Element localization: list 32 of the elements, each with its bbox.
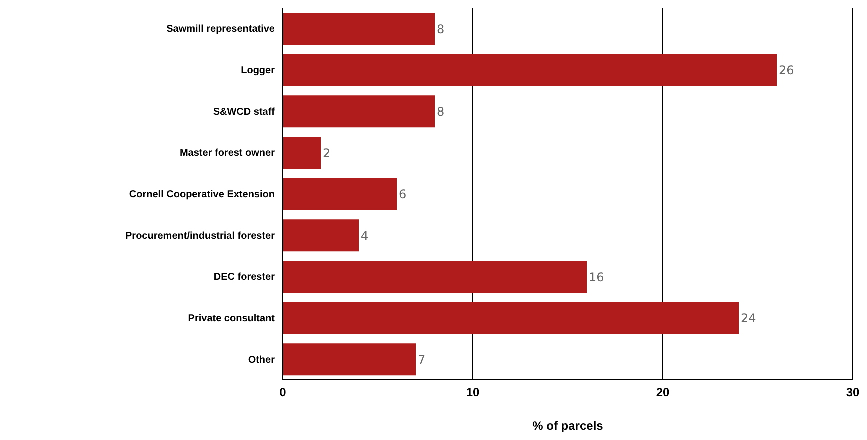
bar bbox=[283, 178, 397, 210]
data-label: 6 bbox=[399, 188, 407, 202]
y-tick-label: Sawmill representative bbox=[166, 24, 276, 36]
data-label: 8 bbox=[437, 104, 445, 119]
bar bbox=[283, 96, 435, 128]
data-label: 8 bbox=[437, 22, 445, 36]
bar bbox=[283, 54, 777, 86]
data-label: 26 bbox=[779, 64, 794, 78]
bar bbox=[283, 13, 435, 45]
bar bbox=[283, 302, 739, 334]
y-tick-label: Logger bbox=[241, 66, 276, 77]
data-label: 2 bbox=[323, 146, 331, 160]
y-tick-label: Cornell Cooperative Extension bbox=[129, 190, 275, 201]
x-axis-title: % of parcels bbox=[532, 419, 604, 433]
bar bbox=[283, 137, 321, 169]
bar bbox=[283, 261, 587, 293]
y-tick-label: DEC forester bbox=[214, 272, 276, 284]
data-label: 16 bbox=[589, 270, 604, 284]
bar bbox=[283, 220, 359, 252]
x-tick-label: 10 bbox=[466, 386, 480, 400]
data-label: 24 bbox=[741, 312, 756, 326]
data-label: 7 bbox=[418, 352, 426, 367]
y-tick-label: Other bbox=[248, 354, 276, 366]
y-tick-label: Private consultant bbox=[188, 314, 276, 325]
y-tick-label: S&WCD staff bbox=[213, 106, 276, 118]
x-tick-label: 30 bbox=[846, 386, 860, 400]
y-tick-label: Master forest owner bbox=[180, 148, 276, 160]
data-label: 4 bbox=[361, 228, 369, 243]
y-tick-label: Procurement/industrial forester bbox=[126, 230, 276, 242]
x-tick-label: 0 bbox=[280, 386, 287, 400]
x-tick-label: 20 bbox=[656, 386, 670, 400]
bar bbox=[283, 344, 416, 376]
